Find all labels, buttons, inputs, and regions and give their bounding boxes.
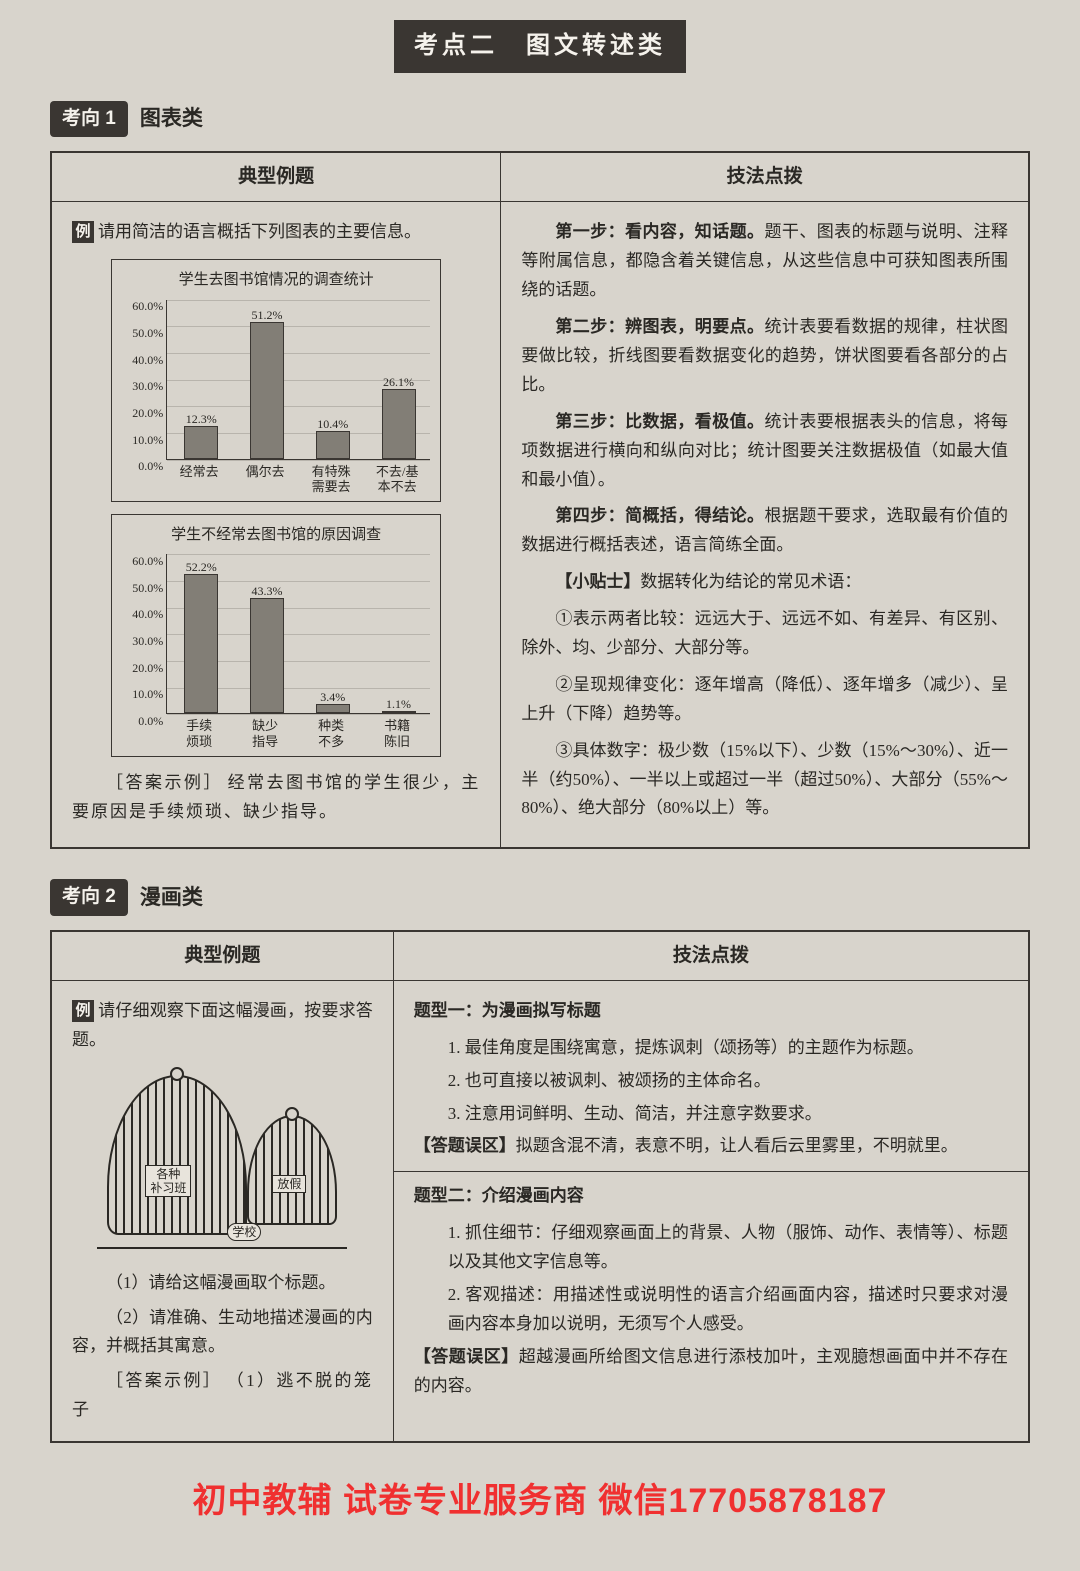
th-left-2: 典型例题 [51, 931, 393, 981]
step3-title: 第三步：比数据，看极值。 [555, 412, 764, 431]
chart1: 学生去图书馆情况的调查统计 0.0%10.0%20.0%30.0%40.0%50… [111, 259, 441, 502]
section1-tag: 考向 1 图表类 [50, 101, 1030, 137]
cage-label-big: 各种 补习班 [145, 1165, 191, 1198]
t1-1: 1. 最佳角度是围绕寓意，提炼讽刺（颂扬等）的主题作为标题。 [448, 1034, 1008, 1063]
type2-heading: 题型二：介绍漫画内容 [414, 1186, 584, 1205]
tips-cell-2: 题型一：为漫画拟写标题 1. 最佳角度是围绕寓意，提炼讽刺（颂扬等）的主题作为标… [393, 980, 1029, 1442]
err1-label: 【答题误区】 [414, 1136, 516, 1155]
example-question-2: 请仔细观察下面这幅漫画，按要求答题。 [72, 1001, 373, 1049]
page-banner: 考点二 图文转述类 [394, 20, 686, 73]
tip-label: 【小贴士】 [555, 572, 640, 591]
th-right-2: 技法点拨 [393, 931, 1029, 981]
tag-title-2: 漫画类 [140, 880, 203, 916]
answer-label-2: ［答案示例］ [106, 1371, 222, 1390]
err2-label: 【答题误区】 [414, 1347, 519, 1366]
tip-1: ①表示两者比较：远远大于、远远不如、有差异、有区别、除外、均、少部分、大部分等。 [521, 605, 1008, 663]
t2-1: 1. 抓住细节：仔细观察画面上的背景、人物（服饰、动作、表情等）、标题以及其他文… [448, 1219, 1008, 1277]
watermark: 初中教辅 试卷专业服务商 微信17705878187 [50, 1473, 1030, 1531]
cage-label-ground: 学校 [227, 1223, 261, 1241]
example-question-1: 请用简洁的语言概括下列图表的主要信息。 [98, 222, 421, 241]
th-left-1: 典型例题 [51, 152, 501, 202]
step2-title: 第二步：辨图表，明要点。 [555, 317, 764, 336]
step1-title: 第一步：看内容，知话题。 [555, 222, 764, 241]
chart2: 学生不经常去图书馆的原因调查 0.0%10.0%20.0%30.0%40.0%5… [111, 514, 441, 757]
sub-q1: （1）请给这幅漫画取个标题。 [72, 1269, 373, 1298]
err1-text: 拟题含混不清，表意不明，让人看后云里雾里，不明就里。 [516, 1136, 958, 1155]
tip-title: 数据转化为结论的常见术语： [640, 572, 861, 591]
chart1-title: 学生去图书馆情况的调查统计 [122, 268, 430, 294]
tag-box-1: 考向 1 [50, 101, 128, 137]
t2-2: 2. 客观描述：用描述性或说明性的语言介绍画面内容，描述时只要求对漫画内容本身加… [448, 1281, 1008, 1339]
tips-cell-1: 第一步：看内容，知话题。题干、图表的标题与说明、注释等附属信息，都隐含着关键信息… [501, 202, 1029, 848]
type1-heading: 题型一：为漫画拟写标题 [414, 1001, 601, 1020]
section2-tag: 考向 2 漫画类 [50, 879, 1030, 915]
tag-box-2: 考向 2 [50, 879, 128, 915]
tag-title-1: 图表类 [140, 101, 203, 137]
t1-2: 2. 也可直接以被讽刺、被颂扬的主体命名。 [448, 1067, 1008, 1096]
example-cell-2: 例请仔细观察下面这幅漫画，按要求答题。 各种 补习班 放假 学校 （1）请给这幅… [51, 980, 393, 1442]
table-section2: 典型例题 技法点拨 例请仔细观察下面这幅漫画，按要求答题。 各种 补习班 放假 … [50, 930, 1030, 1444]
tip-2: ②呈现规律变化：逐年增高（降低）、逐年增多（减少）、呈上升（下降）趋势等。 [521, 671, 1008, 729]
example-icon-2: 例 [72, 1000, 94, 1022]
th-right-1: 技法点拨 [501, 152, 1029, 202]
t1-3: 3. 注意用词鲜明、生动、简洁，并注意字数要求。 [448, 1100, 1008, 1129]
cartoon-image: 各种 补习班 放假 学校 [87, 1065, 357, 1255]
example-cell-1: 例请用简洁的语言概括下列图表的主要信息。 学生去图书馆情况的调查统计 0.0%1… [51, 202, 501, 848]
table-section1: 典型例题 技法点拨 例请用简洁的语言概括下列图表的主要信息。 学生去图书馆情况的… [50, 151, 1030, 849]
step4-title: 第四步：简概括，得结论。 [555, 506, 764, 525]
example-icon: 例 [72, 221, 94, 243]
answer-label-1: ［答案示例］ [106, 773, 223, 792]
cage-label-small: 放假 [272, 1175, 306, 1193]
chart2-title: 学生不经常去图书馆的原因调查 [122, 523, 430, 549]
sub-q2: （2）请准确、生动地描述漫画的内容，并概括其寓意。 [72, 1304, 373, 1362]
tip-3: ③具体数字：极少数（15%以下）、少数（15%～30%）、近一半（约50%）、一… [521, 737, 1008, 824]
